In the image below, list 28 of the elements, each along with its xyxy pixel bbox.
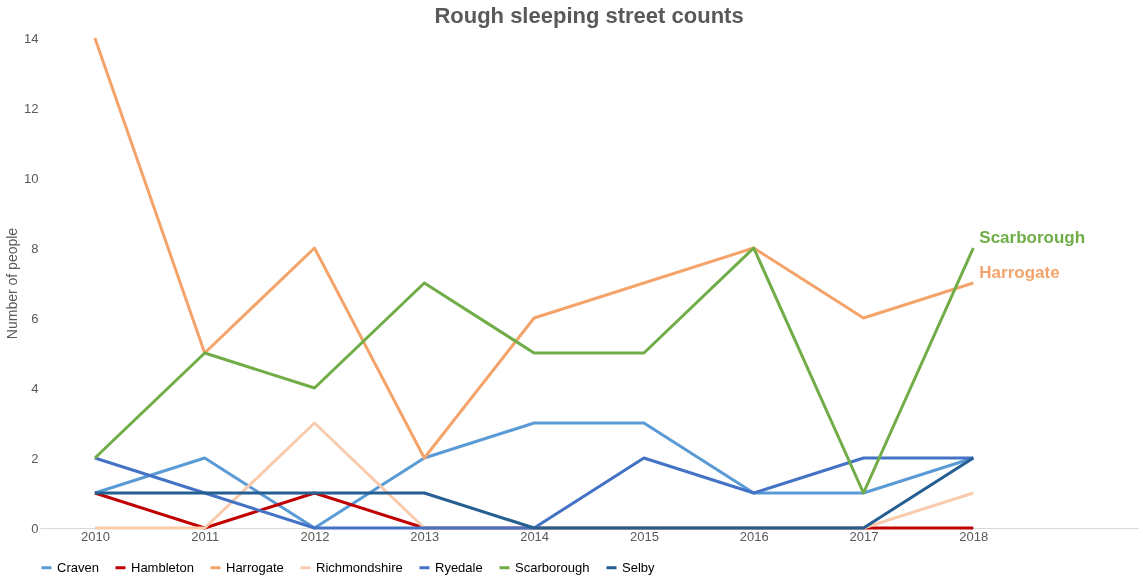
annotation: Scarborough	[979, 228, 1086, 247]
legend-label: Scarborough	[515, 559, 590, 575]
legend-label: Ryedale	[435, 559, 483, 575]
legend-label: Craven	[57, 559, 99, 575]
x-tick-label: 2016	[739, 528, 769, 544]
y-tick-label: 2	[31, 450, 39, 466]
legend-label: Harrogate	[226, 559, 284, 575]
y-tick-label: 4	[31, 380, 39, 396]
y-tick-label: 0	[31, 520, 39, 536]
y-tick-label: 10	[24, 170, 39, 186]
legend-label: Hambleton	[131, 559, 194, 575]
x-tick-label: 2017	[849, 528, 879, 544]
y-tick-label: 14	[24, 30, 39, 46]
y-tick-label: 8	[31, 240, 39, 256]
x-tick-label: 2014	[520, 528, 550, 544]
x-tick-label: 2010	[80, 528, 110, 544]
x-tick-label: 2015	[629, 528, 659, 544]
x-tick-label: 2012	[300, 528, 330, 544]
annotation: Harrogate	[979, 263, 1060, 282]
y-axis-title: Number of people	[4, 227, 21, 340]
legend-label: Richmondshire	[316, 559, 403, 575]
x-tick-label: 2011	[191, 528, 220, 544]
y-tick-label: 12	[24, 100, 39, 116]
x-tick-label: 2013	[410, 528, 440, 544]
y-tick-label: 6	[31, 310, 39, 326]
chart-title: Rough sleeping street counts	[434, 3, 744, 28]
legend-label: Selby	[622, 559, 656, 575]
x-tick-label: 2018	[959, 528, 989, 544]
